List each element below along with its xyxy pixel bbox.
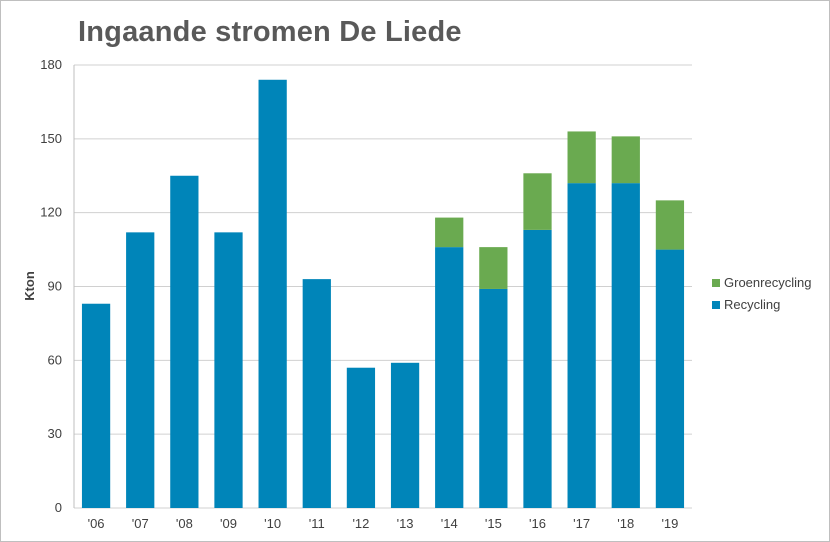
x-tick-label: '16	[529, 516, 546, 531]
bar-recycling-8	[435, 247, 464, 508]
bar-recycling-0	[81, 303, 111, 508]
y-tick-label: 90	[48, 279, 62, 294]
x-tick-label: '09	[220, 516, 237, 531]
y-tick-label: 60	[48, 352, 62, 367]
bar-groenrecycling-10	[523, 173, 552, 230]
bar-recycling-7	[390, 362, 420, 508]
x-tick-label: '17	[573, 516, 590, 531]
bar-recycling-13	[655, 249, 685, 509]
bar-groenrecycling-13	[655, 200, 685, 250]
bar-recycling-1	[126, 232, 155, 508]
legend-label: Groenrecycling	[724, 275, 811, 290]
bar-recycling-3	[214, 232, 243, 508]
legend-label: Recycling	[724, 297, 780, 312]
bar-recycling-4	[258, 79, 287, 509]
y-tick-label: 30	[48, 426, 62, 441]
y-tick-label: 150	[40, 131, 62, 146]
x-tick-label: '07	[132, 516, 149, 531]
bar-groenrecycling-8	[435, 217, 464, 248]
legend-swatch	[712, 301, 720, 309]
x-tick-label: '19	[661, 516, 678, 531]
x-tick-label: '14	[441, 516, 458, 531]
y-tick-label: 120	[40, 205, 62, 220]
bar-recycling-6	[346, 367, 376, 508]
bar-groenrecycling-12	[611, 136, 640, 184]
bar-recycling-12	[611, 183, 640, 508]
x-tick-label: '10	[264, 516, 281, 531]
x-tick-label: '06	[88, 516, 105, 531]
bar-groenrecycling-11	[567, 131, 596, 184]
x-tick-label: '18	[617, 516, 634, 531]
y-tick-label: 0	[55, 500, 62, 515]
x-tick-label: '13	[397, 516, 414, 531]
legend-swatch	[712, 279, 720, 287]
x-tick-label: '15	[485, 516, 502, 531]
x-tick-label: '12	[352, 516, 369, 531]
x-tick-label: '08	[176, 516, 193, 531]
bar-recycling-10	[523, 229, 552, 508]
bar-groenrecycling-9	[479, 247, 508, 289]
y-axis-label: Kton	[22, 271, 37, 301]
bar-recycling-11	[567, 183, 596, 508]
x-tick-label: '11	[309, 516, 325, 531]
y-tick-label: 180	[40, 57, 62, 72]
bar-recycling-2	[170, 175, 199, 508]
bar-recycling-5	[302, 279, 331, 508]
chart-title: Ingaande stromen De Liede	[78, 16, 462, 48]
bar-recycling-9	[479, 288, 508, 508]
